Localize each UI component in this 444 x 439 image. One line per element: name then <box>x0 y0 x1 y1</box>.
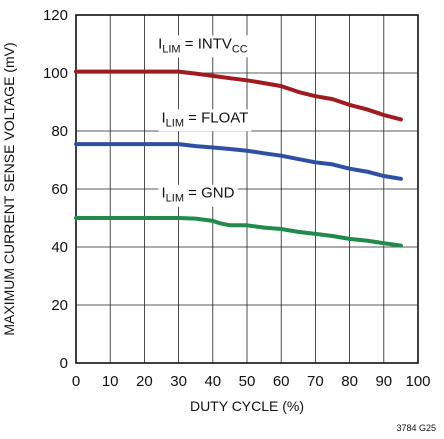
x-axis-title: DUTY CYCLE (%) <box>190 398 304 414</box>
x-tick-label: 30 <box>170 373 187 390</box>
x-tick-label: 100 <box>405 373 430 390</box>
label-text: = FLOAT <box>184 109 248 126</box>
x-tick-label: 90 <box>375 373 392 390</box>
series-line-2 <box>74 216 403 248</box>
plot-frame <box>75 14 419 364</box>
series-label-bg <box>158 184 238 207</box>
x-tick-label: 0 <box>72 373 80 390</box>
label-subscript: LIM <box>162 43 180 55</box>
label-subscript: LIM <box>166 117 184 129</box>
x-tick-labels: 0 10 20 30 40 50 60 70 80 90 100 <box>72 373 431 390</box>
label-subscript: LIM <box>166 193 184 205</box>
y-tick-label: 20 <box>51 297 68 314</box>
series-line-1 <box>74 142 403 181</box>
label-text: I <box>158 35 162 52</box>
x-tick-label: 40 <box>204 373 221 390</box>
label-text: I <box>162 185 166 202</box>
series-line-0 <box>74 69 403 122</box>
y-tick-label: 60 <box>51 181 68 198</box>
label-text: = GND <box>184 185 235 202</box>
grid <box>76 15 418 363</box>
x-tick-label: 50 <box>239 373 256 390</box>
y-tick-label: 40 <box>51 239 68 256</box>
y-axis-title: MAXIMUM CURRENT SENSE VOLTAGE (mV) <box>1 42 17 335</box>
x-tick-label: 20 <box>136 373 153 390</box>
x-tick-label: 10 <box>102 373 119 390</box>
y-tick-label: 80 <box>51 123 68 140</box>
y-tick-label: 0 <box>60 355 68 372</box>
x-tick-label: 60 <box>273 373 290 390</box>
series-label-1: ILIM = FLOAT <box>162 109 249 129</box>
x-tick-label: 80 <box>341 373 358 390</box>
y-tick-label: 120 <box>43 7 68 24</box>
series-label-2: ILIM = GND <box>162 185 235 205</box>
y-tick-label: 100 <box>43 65 68 82</box>
label-subscript: CC <box>232 43 248 55</box>
series-lines <box>74 69 403 248</box>
y-tick-labels: 0 20 40 60 80 100 120 <box>43 7 68 372</box>
x-tick-label: 70 <box>307 373 324 390</box>
label-text: I <box>162 109 166 126</box>
series-label-0: ILIM = INTVCC <box>158 35 248 55</box>
series-label-bg <box>155 35 251 58</box>
figure-id: 3784 G25 <box>396 423 436 433</box>
label-text: = INTV <box>181 35 232 52</box>
series-label-bg <box>158 109 252 132</box>
